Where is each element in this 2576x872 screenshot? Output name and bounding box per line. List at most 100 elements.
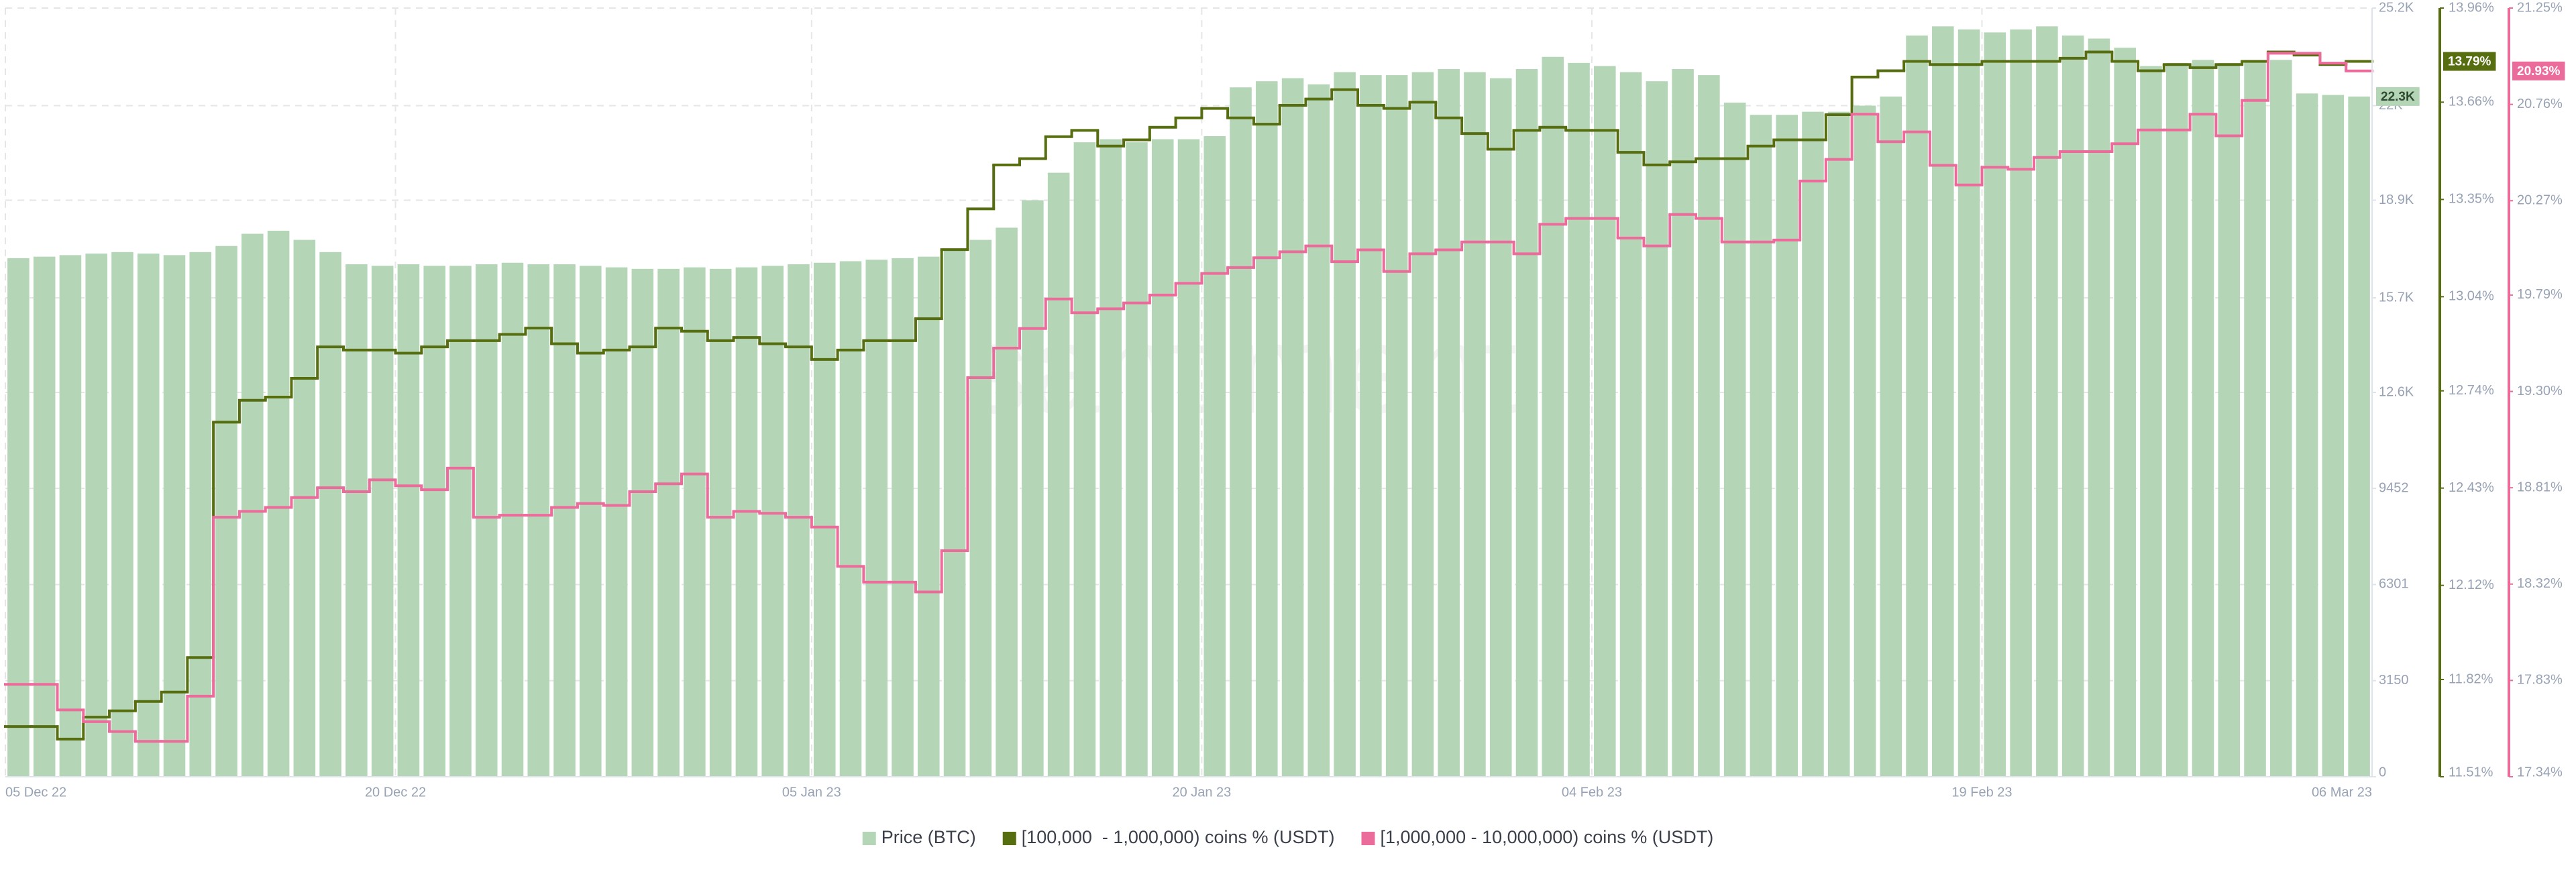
y-tick-label: 9452	[2379, 480, 2409, 495]
y-tick-label: 13.35%	[2449, 192, 2494, 207]
price-bar	[657, 268, 680, 777]
y-tick-label: 12.6K	[2379, 384, 2414, 399]
x-tick-label: 20 Dec 22	[365, 785, 426, 800]
price-bar	[839, 261, 862, 777]
price-bar	[111, 252, 133, 777]
last-value-badge: 20.93%	[2512, 61, 2565, 80]
price-bar	[813, 262, 836, 777]
price-bar	[371, 266, 394, 777]
price-bar	[267, 230, 290, 777]
y-tick-label: 17.34%	[2517, 765, 2563, 779]
price-bar	[1880, 96, 1902, 777]
price-bar	[2114, 48, 2136, 777]
price-bar	[2140, 66, 2162, 777]
price-bar	[189, 252, 212, 777]
price-bar	[1464, 72, 1486, 777]
price-bar	[2036, 26, 2058, 777]
price-bar	[1619, 72, 1642, 777]
legend-item: [1,000,000 - 10,000,000) coins % (USDT)	[1361, 827, 1713, 847]
y-tick-label: 21.25%	[2517, 0, 2563, 15]
price-bar	[293, 239, 316, 777]
price-bar	[1411, 72, 1434, 777]
price-bar	[215, 246, 237, 777]
y-tick-label: 25.2K	[2379, 0, 2414, 15]
y-tick-label: 11.51%	[2449, 765, 2493, 779]
y-tick-label: 19.79%	[2517, 287, 2563, 302]
price-bar	[33, 256, 56, 777]
x-tick-label: 06 Mar 23	[2312, 785, 2372, 800]
price-bar	[137, 254, 160, 777]
y-tick-label: 17.83%	[2517, 673, 2563, 688]
x-tick-label: 05 Jan 23	[782, 785, 841, 800]
x-tick-label: 05 Dec 22	[5, 785, 66, 800]
price-bar	[1542, 56, 1564, 777]
price-bar	[605, 267, 628, 777]
price-bar	[1151, 139, 1174, 777]
badge-label: 13.79%	[2448, 55, 2491, 69]
badge-label: 20.93%	[2517, 64, 2561, 78]
price-bar	[319, 252, 341, 777]
price-bar	[1307, 84, 1330, 777]
price-bar	[2010, 29, 2032, 777]
price-bar	[1385, 75, 1408, 777]
price-bar	[1750, 115, 1772, 777]
last-value-badge: 13.79%	[2443, 52, 2496, 71]
price-bar	[1776, 115, 1798, 777]
price-bar	[1438, 68, 1460, 777]
price-bar	[1723, 102, 1746, 777]
price-bar	[2322, 95, 2345, 777]
price-bar	[788, 264, 810, 777]
price-bar	[2218, 62, 2241, 777]
price-bar	[2296, 93, 2318, 777]
badge-bg	[2376, 87, 2420, 106]
price-bar	[1594, 66, 1616, 777]
badge-label: 22.3K	[2381, 90, 2415, 104]
y-tick-label: 15.7K	[2379, 290, 2414, 305]
price-bar	[1672, 68, 1694, 777]
price-bar	[163, 255, 186, 777]
price-bar	[996, 227, 1018, 777]
legend-swatch	[862, 832, 876, 845]
price-bar	[345, 264, 368, 777]
price-bar	[918, 256, 940, 777]
legend-label: [1,000,000 - 10,000,000) coins % (USDT)	[1380, 827, 1713, 847]
legend-swatch	[1002, 832, 1016, 845]
price-bar	[1126, 142, 1148, 777]
legend-item: Price (BTC)	[862, 827, 976, 847]
y-tick-label: 13.96%	[2449, 0, 2494, 15]
price-bar	[2244, 60, 2266, 777]
price-bar	[1698, 75, 1720, 777]
price-bar	[241, 233, 264, 777]
last-value-badge: 22.3K	[2376, 87, 2420, 106]
legend-label: [100,000 - 1,000,000) coins % (USDT)	[1022, 827, 1335, 847]
x-tick-label: 04 Feb 23	[1562, 785, 1622, 800]
price-bar	[631, 268, 654, 777]
price-bar	[1984, 32, 2006, 777]
price-bar	[2061, 35, 2084, 777]
legend-label: Price (BTC)	[881, 827, 976, 847]
y-tick-label: 3150	[2379, 673, 2409, 688]
price-bar	[684, 267, 706, 777]
x-tick-label: 19 Feb 23	[1951, 785, 2012, 800]
legend: Price (BTC) [100,000 - 1,000,000) coins %…	[862, 827, 1713, 847]
price-bar	[1646, 81, 1668, 777]
price-bar	[580, 266, 602, 777]
price-bar	[1230, 87, 1252, 777]
price-bar	[1854, 105, 1876, 777]
price-bar	[2192, 60, 2214, 777]
x-tick-label: 20 Jan 23	[1172, 785, 1231, 800]
y-tick-label: 0	[2379, 765, 2386, 779]
price-bar	[449, 266, 472, 777]
price-bar	[2348, 96, 2370, 777]
price-bar	[943, 249, 966, 777]
y-tick-label: 13.66%	[2449, 95, 2494, 109]
price-bar	[892, 258, 914, 777]
y-tick-label: 13.04%	[2449, 289, 2494, 304]
price-bar	[969, 239, 992, 777]
price-bar	[501, 262, 524, 777]
y-tick-label: 12.43%	[2449, 480, 2494, 495]
y-tick-label: 6301	[2379, 577, 2409, 592]
price-bar	[59, 255, 82, 777]
